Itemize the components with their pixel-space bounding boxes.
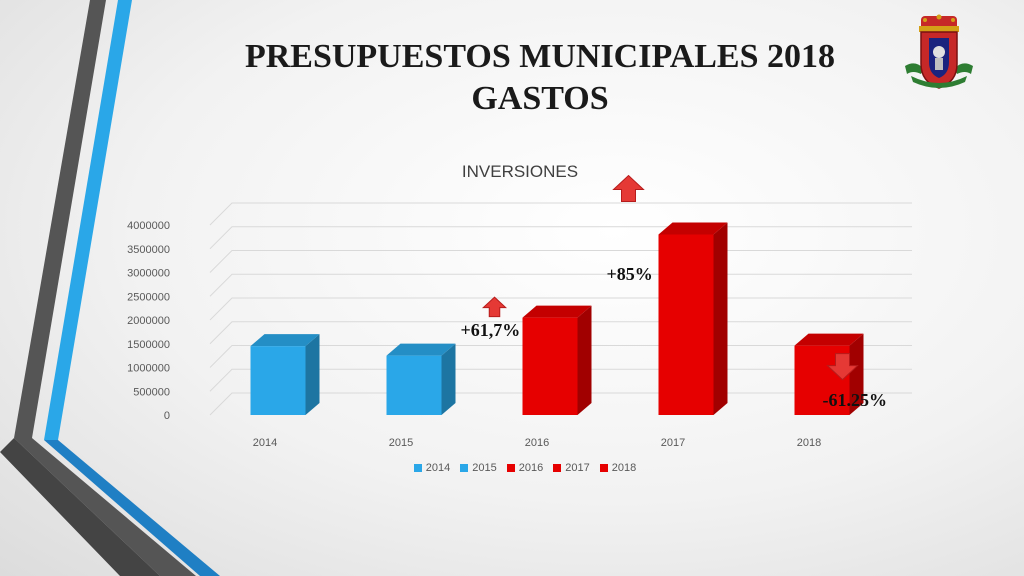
- chart-title: INVERSIONES: [461, 162, 579, 181]
- gridline: [209, 273, 912, 297]
- x-tick-label: 2017: [661, 437, 685, 449]
- percent-change-label: +85%: [606, 263, 653, 284]
- y-tick-label: 1500000: [127, 339, 170, 351]
- chart-legend: 2014 2015 2016 2017 2018: [395, 462, 655, 474]
- legend-label: 2017: [565, 462, 590, 474]
- legend-item: 2018: [599, 462, 637, 474]
- legend-item: 2016: [506, 462, 544, 474]
- legend-item: 2015: [460, 462, 497, 474]
- slide-title-line1: PRESUPUESTOS MUNICIPALES 2018: [244, 38, 836, 75]
- x-tick-label: 2018: [797, 437, 821, 449]
- legend-swatch: [460, 464, 469, 472]
- legend-item: 2017: [553, 462, 590, 474]
- bar-2014: [250, 334, 320, 415]
- legend-label: 2018: [611, 462, 637, 474]
- slide-title-line2: GASTOS: [471, 80, 609, 117]
- y-tick-label: 1000000: [127, 363, 170, 375]
- arrow-up-icon: [612, 174, 645, 202]
- gridline: [209, 202, 912, 226]
- legend-swatch: [599, 464, 608, 472]
- x-tick-label: 2014: [253, 437, 277, 449]
- bar-2015: [386, 343, 456, 415]
- y-tick-label: 0: [164, 410, 170, 422]
- legend-swatch: [506, 464, 515, 472]
- legend-label: 2014: [425, 462, 451, 474]
- slide-title: PRESUPUESTOS MUNICIPALES 2018 GASTOS: [190, 36, 890, 120]
- bar-2016: [522, 305, 592, 415]
- legend-label: 2015: [472, 462, 497, 474]
- gridline: [209, 226, 912, 250]
- coat-of-arms-logo: [905, 14, 973, 89]
- y-tick-label: 500000: [133, 386, 170, 398]
- arrow-down-icon: [826, 353, 859, 381]
- legend-label: 2016: [518, 462, 544, 474]
- y-tick-label: 4000000: [127, 220, 170, 232]
- percent-change-label: -61.25%: [822, 389, 888, 410]
- arrow-up-icon: [481, 296, 508, 318]
- bar-2017: [658, 222, 728, 415]
- legend-swatch: [413, 464, 422, 472]
- gridline: [209, 250, 912, 273]
- y-tick-label: 2500000: [127, 291, 170, 303]
- percent-change-label: +61,7%: [460, 319, 521, 340]
- legend-swatch: [553, 464, 562, 472]
- x-tick-label: 2015: [389, 437, 413, 449]
- bar-2018: [794, 333, 864, 415]
- x-tick-label: 2016: [525, 437, 549, 449]
- legend-item: 2014: [413, 462, 451, 474]
- y-tick-label: 3500000: [127, 244, 170, 256]
- y-tick-label: 2000000: [127, 315, 170, 327]
- y-tick-label: 3000000: [127, 268, 170, 280]
